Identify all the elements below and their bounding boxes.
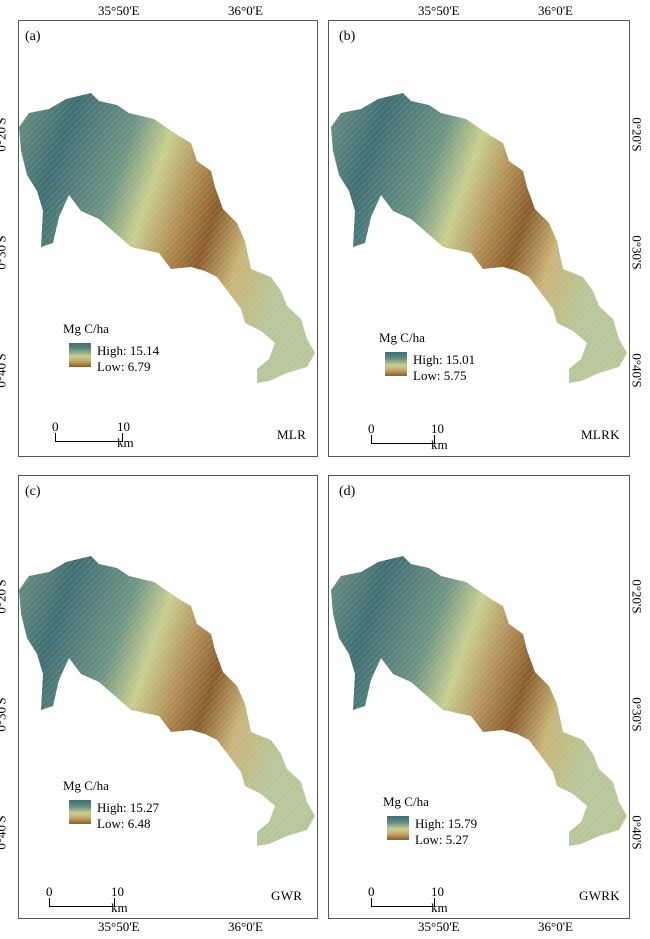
scale-bar-b: 0 10 km	[368, 421, 448, 452]
legend-color-ramp-d	[387, 816, 409, 840]
map-panel-d: (d) Mg C/ha High: 15.79 Low: 5.27 0 10 k…	[328, 475, 630, 919]
lat-label-left-6: 0°40'S	[0, 815, 9, 850]
lat-label-left-2: 0°30'S	[0, 235, 9, 270]
panel-label-c: (c)	[25, 484, 41, 499]
lat-label-right-6: 0°40'S	[629, 815, 645, 850]
lat-label-right-4: 0°20'S	[629, 579, 645, 614]
method-label-b: MLRK	[581, 427, 620, 442]
legend-low-b: Low: 5.75	[413, 368, 467, 383]
method-label-d: GWRK	[579, 888, 620, 903]
lat-label-left-1: 0°20'S	[0, 117, 9, 152]
legend-low-c: Low: 6.48	[97, 816, 151, 831]
scale-zero-b: 0	[368, 421, 375, 436]
legend-high-c: High: 15.27	[97, 800, 160, 815]
scale-zero-a: 0	[52, 419, 59, 434]
scale-end-b: 10 km	[431, 421, 448, 452]
legend-color-ramp-c	[69, 800, 91, 824]
scale-end-d: 10 km	[431, 884, 448, 915]
lat-label-left-3: 0°40'S	[0, 353, 9, 388]
lat-label-right-2: 0°30'S	[629, 235, 645, 270]
scale-bar-c: 0 10 km	[46, 884, 128, 915]
map-panel-b: (b) Mg C/ha High: 15.01 Low: 5.75 0 10 k…	[328, 20, 630, 457]
legend-high-d: High: 15.79	[415, 816, 478, 831]
legend-title-d: Mg C/ha	[383, 794, 429, 809]
top-lon-label-2: 36°0'E	[228, 3, 263, 18]
legend-color-ramp-a	[69, 343, 91, 367]
scale-bar-a: 0 10 km	[52, 419, 134, 450]
legend-high-a: High: 15.14	[97, 343, 160, 358]
legend-color-ramp-b	[385, 352, 407, 376]
legend-title-b: Mg C/ha	[379, 330, 425, 345]
panel-label-d: (d)	[339, 484, 356, 499]
scale-bar-d: 0 10 km	[368, 884, 448, 915]
bottom-lon-label-2: 36°0'E	[228, 919, 263, 934]
scale-end-a: 10 km	[117, 419, 134, 450]
biomass-map-c	[19, 554, 319, 854]
panel-label-a: (a)	[25, 29, 41, 44]
legend-title-a: Mg C/ha	[63, 321, 109, 336]
legend-low-a: Low: 6.79	[97, 359, 151, 374]
legend-high-b: High: 15.01	[413, 352, 476, 367]
top-lon-label-1: 35°50'E	[98, 3, 140, 18]
top-lon-label-3: 35°50'E	[418, 3, 460, 18]
scale-zero-d: 0	[368, 884, 375, 899]
panel-label-b: (b)	[339, 29, 356, 44]
biomass-map-b	[331, 91, 631, 391]
lat-label-left-5: 0°30'S	[0, 697, 9, 732]
scale-zero-c: 0	[46, 884, 53, 899]
legend-low-d: Low: 5.27	[415, 832, 469, 847]
legend-title-c: Mg C/ha	[63, 778, 109, 793]
method-label-a: MLR	[277, 427, 307, 442]
method-label-c: GWR	[271, 888, 303, 903]
bottom-lon-label-3: 35°50'E	[418, 919, 460, 934]
lat-label-right-3: 0°40'S	[629, 353, 645, 388]
lat-label-right-1: 0°20'S	[629, 117, 645, 152]
bottom-lon-label-1: 35°50'E	[98, 919, 140, 934]
biomass-map-d	[331, 554, 631, 854]
lat-label-right-5: 0°30'S	[629, 697, 645, 732]
map-panel-c: (c) Mg C/ha High: 15.27 Low: 6.48 0 10 k…	[18, 475, 318, 919]
scale-end-c: 10 km	[111, 884, 128, 915]
bottom-lon-label-4: 36°0'E	[538, 919, 573, 934]
top-lon-label-4: 36°0'E	[538, 3, 573, 18]
map-panel-a: (a) Mg C/ha High: 15.14 Low: 6.79 0 10 k…	[18, 20, 318, 457]
lat-label-left-4: 0°20'S	[0, 579, 9, 614]
biomass-map-a	[19, 91, 319, 391]
